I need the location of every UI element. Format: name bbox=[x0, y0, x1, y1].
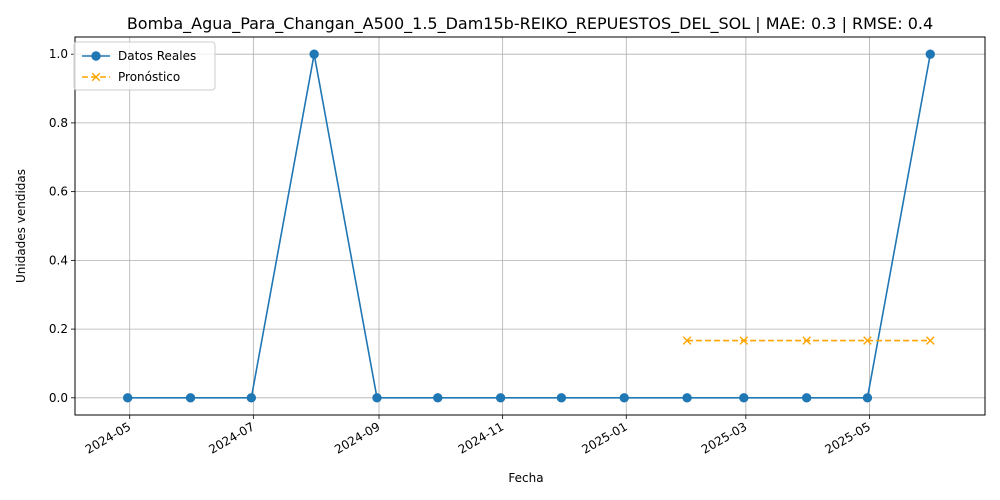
x-axis-label: Fecha bbox=[508, 471, 543, 485]
data-point bbox=[619, 393, 629, 403]
data-point bbox=[185, 393, 196, 403]
legend-item: Datos Reales bbox=[82, 49, 196, 63]
data-point bbox=[682, 336, 692, 345]
data-point bbox=[925, 336, 935, 345]
y-tick-label: 0.6 bbox=[49, 185, 68, 199]
y-tick-label: 0.4 bbox=[49, 253, 68, 267]
plot-area-frame bbox=[74, 36, 986, 416]
legend-label: Pronóstico bbox=[118, 70, 180, 84]
y-axis: 0.0 0.2 0.4 0.6 0.8 1.0 bbox=[49, 47, 75, 405]
legend: Datos Reales Pronóstico bbox=[73, 41, 216, 91]
data-point bbox=[122, 393, 133, 403]
data-point bbox=[372, 393, 382, 403]
data-point bbox=[863, 336, 872, 345]
data-point bbox=[739, 393, 749, 403]
data-point bbox=[739, 336, 749, 345]
y-tick-label: 1.0 bbox=[49, 47, 68, 61]
y-tick-label: 0.8 bbox=[49, 116, 68, 130]
data-point bbox=[246, 393, 257, 403]
chart-title: Bomba_Agua_Para_Changan_A500_1.5_Dam15b-… bbox=[127, 14, 933, 34]
data-point bbox=[925, 49, 935, 59]
data-point bbox=[801, 393, 812, 403]
data-point bbox=[91, 72, 101, 82]
data-point bbox=[309, 49, 319, 59]
series-actual bbox=[122, 49, 935, 403]
data-point bbox=[433, 393, 443, 403]
legend-item: Pronóstico bbox=[82, 70, 180, 84]
data-point bbox=[802, 336, 811, 345]
data-point bbox=[682, 393, 692, 403]
grid bbox=[75, 37, 985, 415]
y-tick-label: 0.2 bbox=[49, 322, 68, 336]
series-line bbox=[127, 54, 932, 399]
legend-label: Datos Reales bbox=[118, 49, 196, 63]
series bbox=[122, 49, 935, 403]
legend-box bbox=[73, 41, 216, 91]
series-forecast bbox=[682, 336, 935, 345]
y-tick-label: 0.0 bbox=[49, 391, 68, 405]
data-point bbox=[495, 393, 506, 403]
y-axis-label: Unidades vendidas bbox=[14, 169, 28, 283]
data-point bbox=[862, 393, 873, 403]
data-point bbox=[91, 51, 101, 61]
data-point bbox=[556, 393, 567, 403]
